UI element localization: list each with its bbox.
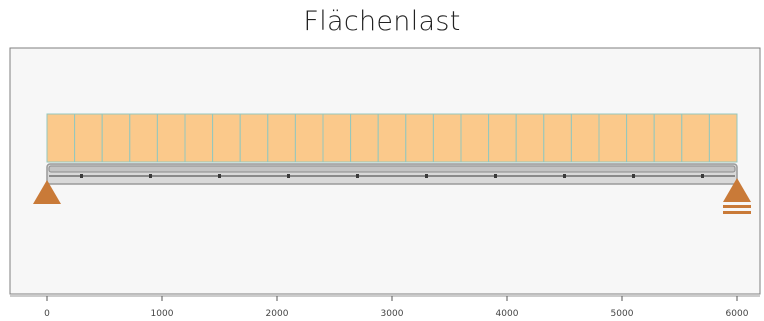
load-segment	[708, 113, 738, 163]
load-segment	[488, 113, 517, 163]
beam-node-marker	[701, 174, 704, 178]
load-segment	[626, 113, 655, 163]
load-segment	[101, 113, 131, 163]
support-right	[723, 178, 751, 214]
x-tick-label: 2000	[266, 309, 289, 319]
area-load	[46, 113, 738, 163]
load-segment	[74, 113, 103, 163]
beam-node-marker	[632, 174, 635, 178]
support-left	[33, 180, 61, 204]
load-segment	[46, 113, 76, 163]
load-segment	[570, 113, 600, 163]
load-segment	[350, 113, 379, 163]
beam-node-marker	[425, 174, 428, 178]
load-segment	[377, 113, 407, 163]
roller-base-1	[723, 205, 751, 208]
beam-node-marker	[494, 174, 497, 178]
x-axis: 0 1000 2000 3000 4000 5000 6000	[10, 295, 760, 319]
x-tick-label: 3000	[381, 309, 404, 319]
load-segment	[129, 113, 158, 163]
diagram-title: Flächenlast	[303, 6, 461, 37]
beam-node-markers	[80, 174, 704, 178]
load-segment	[432, 113, 462, 163]
load-segment	[653, 113, 683, 163]
beam-node-marker	[80, 174, 83, 178]
load-segment	[294, 113, 324, 163]
load-segment	[460, 113, 490, 163]
x-tick-label: 4000	[496, 309, 519, 319]
load-segment	[212, 113, 241, 163]
pinned-support-icon	[33, 180, 61, 204]
beam-inner-top	[48, 165, 736, 173]
x-tick-label: 0	[44, 309, 50, 319]
load-segment	[405, 113, 434, 163]
load-segment	[322, 113, 352, 163]
load-segment	[515, 113, 545, 163]
beam-node-marker	[218, 174, 221, 178]
load-segment	[156, 113, 186, 163]
x-tick-label: 5000	[611, 309, 634, 319]
load-segment	[543, 113, 572, 163]
load-segment	[598, 113, 628, 163]
beam	[46, 163, 738, 185]
roller-support-icon	[723, 178, 751, 202]
beam-node-marker	[287, 174, 290, 178]
load-segment	[681, 113, 710, 163]
load-segment	[184, 113, 214, 163]
beam-node-marker	[149, 174, 152, 178]
load-segment	[239, 113, 269, 163]
beam-node-marker	[356, 174, 359, 178]
x-tick-label: 6000	[726, 309, 749, 319]
roller-base-2	[723, 211, 751, 214]
beam-node-marker	[563, 174, 566, 178]
load-segment	[267, 113, 296, 163]
x-tick-label: 1000	[151, 309, 174, 319]
